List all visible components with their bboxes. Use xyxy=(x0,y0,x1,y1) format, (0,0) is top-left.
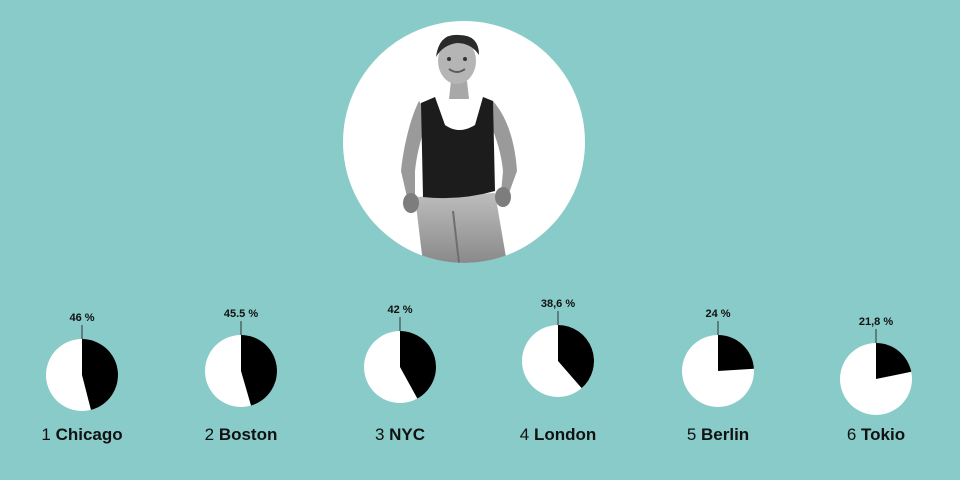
data-label: 24 % xyxy=(705,308,730,320)
pie-london: 38,6 % 4 London xyxy=(520,298,597,444)
rank-number: 6 xyxy=(847,425,861,444)
data-label: 42 % xyxy=(387,304,412,316)
pie-slice-share xyxy=(400,331,437,399)
pie-slice-share xyxy=(82,339,119,410)
rank-number: 2 xyxy=(205,425,219,444)
category-label: 3 NYC xyxy=(375,425,425,444)
category-label: 6 Tokio xyxy=(847,425,905,444)
pie-slice-share xyxy=(718,335,754,371)
runner-portrait xyxy=(343,21,585,263)
pie-slice-share xyxy=(558,325,594,389)
rank-number: 4 xyxy=(520,425,534,444)
category-label: 4 London xyxy=(520,425,597,444)
data-label: 38,6 % xyxy=(541,298,575,310)
data-label: 45.5 % xyxy=(224,308,258,320)
rank-number: 3 xyxy=(375,425,389,444)
pie-berlin: 24 % 5 Berlin xyxy=(682,308,754,444)
pie-slice-share xyxy=(876,343,912,379)
rank-number: 5 xyxy=(687,425,701,444)
pie-boston: 45.5 % 2 Boston xyxy=(205,308,278,444)
category-label: 2 Boston xyxy=(205,425,278,444)
city-name: London xyxy=(534,425,596,444)
city-name: Tokio xyxy=(861,425,905,444)
pie-slice-share xyxy=(241,335,277,406)
city-name: Chicago xyxy=(56,425,123,444)
data-label: 21,8 % xyxy=(859,316,893,328)
category-label: 5 Berlin xyxy=(687,425,749,444)
pie-nyc: 42 % 3 NYC xyxy=(364,304,437,444)
city-name: Berlin xyxy=(701,425,749,444)
pie-chicago: 46 % 1 Chicago xyxy=(41,312,122,444)
pie-tokio: 21,8 % 6 Tokio xyxy=(840,316,912,444)
data-label: 46 % xyxy=(69,312,94,324)
city-name: NYC xyxy=(389,425,425,444)
category-label: 1 Chicago xyxy=(41,425,122,444)
runner-figure xyxy=(401,34,517,263)
city-name: Boston xyxy=(219,425,278,444)
rank-number: 1 xyxy=(41,425,55,444)
